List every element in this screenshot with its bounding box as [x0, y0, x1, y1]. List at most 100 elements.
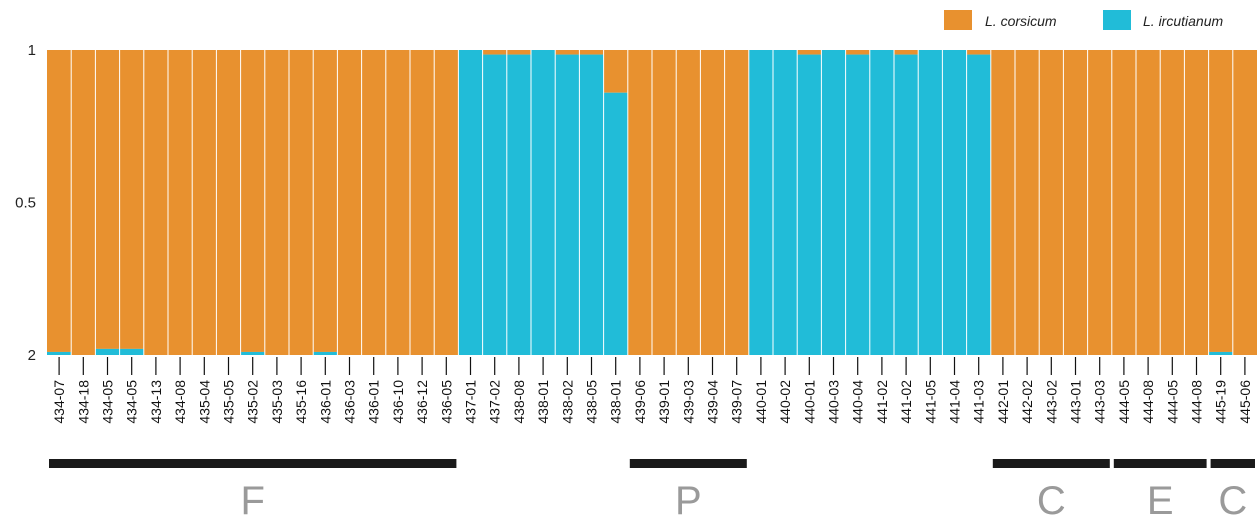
group-bar-E [1113, 459, 1207, 468]
bar-corsicum-439-04 [700, 50, 725, 355]
x-tick-label: 436-05 [438, 380, 454, 424]
bar-ircutianum-434-07 [47, 351, 72, 355]
bar-corsicum-434-05 [119, 50, 144, 349]
bar-corsicum-438-01 [603, 50, 628, 93]
bar-ircutianum-440-03 [821, 50, 846, 355]
legend: L. corsicum L. ircutianum [944, 10, 1223, 30]
y-tick-label: 1 [28, 42, 36, 59]
bar-ircutianum-436-01 [313, 351, 338, 355]
x-tick-label: 444-05 [1116, 380, 1132, 424]
bar-ircutianum-434-05 [119, 348, 144, 355]
x-tick-label: 442-01 [995, 380, 1011, 424]
bar-corsicum-435-02 [240, 50, 265, 352]
bar-corsicum-439-03 [676, 50, 701, 355]
x-tick-label: 437-02 [487, 380, 503, 424]
bar-corsicum-443-01 [1063, 50, 1088, 355]
x-tick-label: 435-05 [221, 380, 237, 424]
bar-corsicum-436-01 [313, 50, 338, 352]
x-tick-label: 445-19 [1213, 380, 1229, 424]
group-label-P: P [675, 479, 702, 520]
bar-corsicum-444-05 [1160, 50, 1185, 355]
x-tick-label: 439-04 [705, 380, 721, 424]
bar-corsicum-434-18 [71, 50, 96, 355]
x-tick-label: 435-03 [269, 380, 285, 424]
bar-corsicum-445-19 [1208, 50, 1233, 352]
bar-corsicum-435-16 [289, 50, 314, 355]
bar-ircutianum-441-03 [966, 54, 991, 355]
bar-corsicum-439-06 [627, 50, 652, 355]
x-tick-label: 434-07 [51, 380, 67, 424]
x-tick-label: 436-10 [390, 380, 406, 424]
x-tick-label: 434-05 [124, 380, 140, 424]
bar-ircutianum-441-02 [869, 50, 894, 355]
y-axis: 10.52 [15, 42, 36, 364]
group-bar-P [629, 459, 747, 468]
y-tick-label: 0.5 [15, 195, 36, 212]
bar-corsicum-439-01 [652, 50, 677, 355]
x-tick-label: 436-03 [342, 380, 358, 424]
x-tick-label: 441-03 [971, 380, 987, 424]
x-tick-label: 439-07 [729, 380, 745, 424]
bar-corsicum-443-02 [1039, 50, 1064, 355]
bar-corsicum-434-08 [168, 50, 193, 355]
bar-ircutianum-441-05 [918, 50, 943, 355]
bar-ircutianum-438-08 [506, 54, 531, 355]
bar-ircutianum-445-19 [1208, 351, 1233, 355]
group-bar-C [992, 459, 1110, 468]
bar-ircutianum-437-02 [482, 54, 507, 355]
bar-corsicum-440-01 [797, 50, 822, 55]
bar-corsicum-438-05 [579, 50, 604, 55]
x-tick-label: 440-01 [801, 380, 817, 424]
x-tick-label: 445-06 [1237, 380, 1253, 424]
bar-ircutianum-441-04 [942, 50, 967, 355]
x-tick-label: 441-02 [874, 380, 890, 424]
bar-ircutianum-440-04 [845, 54, 870, 355]
x-tick-label: 434-05 [100, 380, 116, 424]
x-tick-label: 439-06 [632, 380, 648, 424]
legend-swatch-ircutianum [1103, 10, 1131, 30]
bar-corsicum-435-04 [192, 50, 217, 355]
x-tick-label: 443-01 [1068, 380, 1084, 424]
x-tick-label: 441-05 [922, 380, 938, 424]
x-tick-label: 436-01 [366, 380, 382, 424]
bar-corsicum-443-03 [1087, 50, 1112, 355]
legend-swatch-corsicum [944, 10, 972, 30]
x-tick-label: 438-08 [511, 380, 527, 424]
x-tick-label: 438-02 [559, 380, 575, 424]
bar-ircutianum-440-02 [773, 50, 798, 355]
bar-ircutianum-438-05 [579, 54, 604, 355]
x-tick-label: 434-08 [172, 380, 188, 424]
x-tick-label: 438-01 [535, 380, 551, 424]
x-tick-label: 442-02 [1019, 380, 1035, 424]
x-tick-label: 441-04 [947, 380, 963, 424]
bar-ircutianum-441-02 [894, 54, 919, 355]
bar-corsicum-441-03 [966, 50, 991, 55]
bar-corsicum-436-05 [434, 50, 459, 355]
x-tick-label: 439-03 [680, 380, 696, 424]
bar-corsicum-441-02 [894, 50, 919, 55]
bar-corsicum-434-07 [47, 50, 72, 352]
x-tick-label: 441-02 [898, 380, 914, 424]
x-tick-label: 437-01 [463, 380, 479, 424]
bar-ircutianum-438-01 [603, 92, 628, 355]
x-tick-label: 443-03 [1092, 380, 1108, 424]
x-tick-label: 436-12 [414, 380, 430, 424]
bar-corsicum-444-05 [1111, 50, 1136, 355]
bar-corsicum-444-08 [1184, 50, 1209, 355]
bar-corsicum-436-10 [385, 50, 410, 355]
x-tick-label: 434-18 [75, 380, 91, 424]
bar-corsicum-434-13 [143, 50, 168, 355]
x-tick-label: 444-05 [1164, 380, 1180, 424]
bar-ircutianum-435-02 [240, 351, 265, 355]
group-bar-C [1210, 459, 1255, 468]
bar-corsicum-438-08 [506, 50, 531, 55]
bar-ircutianum-440-01 [797, 54, 822, 355]
x-tick-label: 434-13 [148, 380, 164, 424]
bar-corsicum-442-02 [1015, 50, 1040, 355]
x-tick-label: 439-01 [656, 380, 672, 424]
x-tick-label: 440-02 [777, 380, 793, 424]
group-label-E: E [1147, 479, 1174, 520]
legend-label-corsicum: L. corsicum [985, 13, 1057, 29]
bar-corsicum-434-05 [95, 50, 120, 349]
